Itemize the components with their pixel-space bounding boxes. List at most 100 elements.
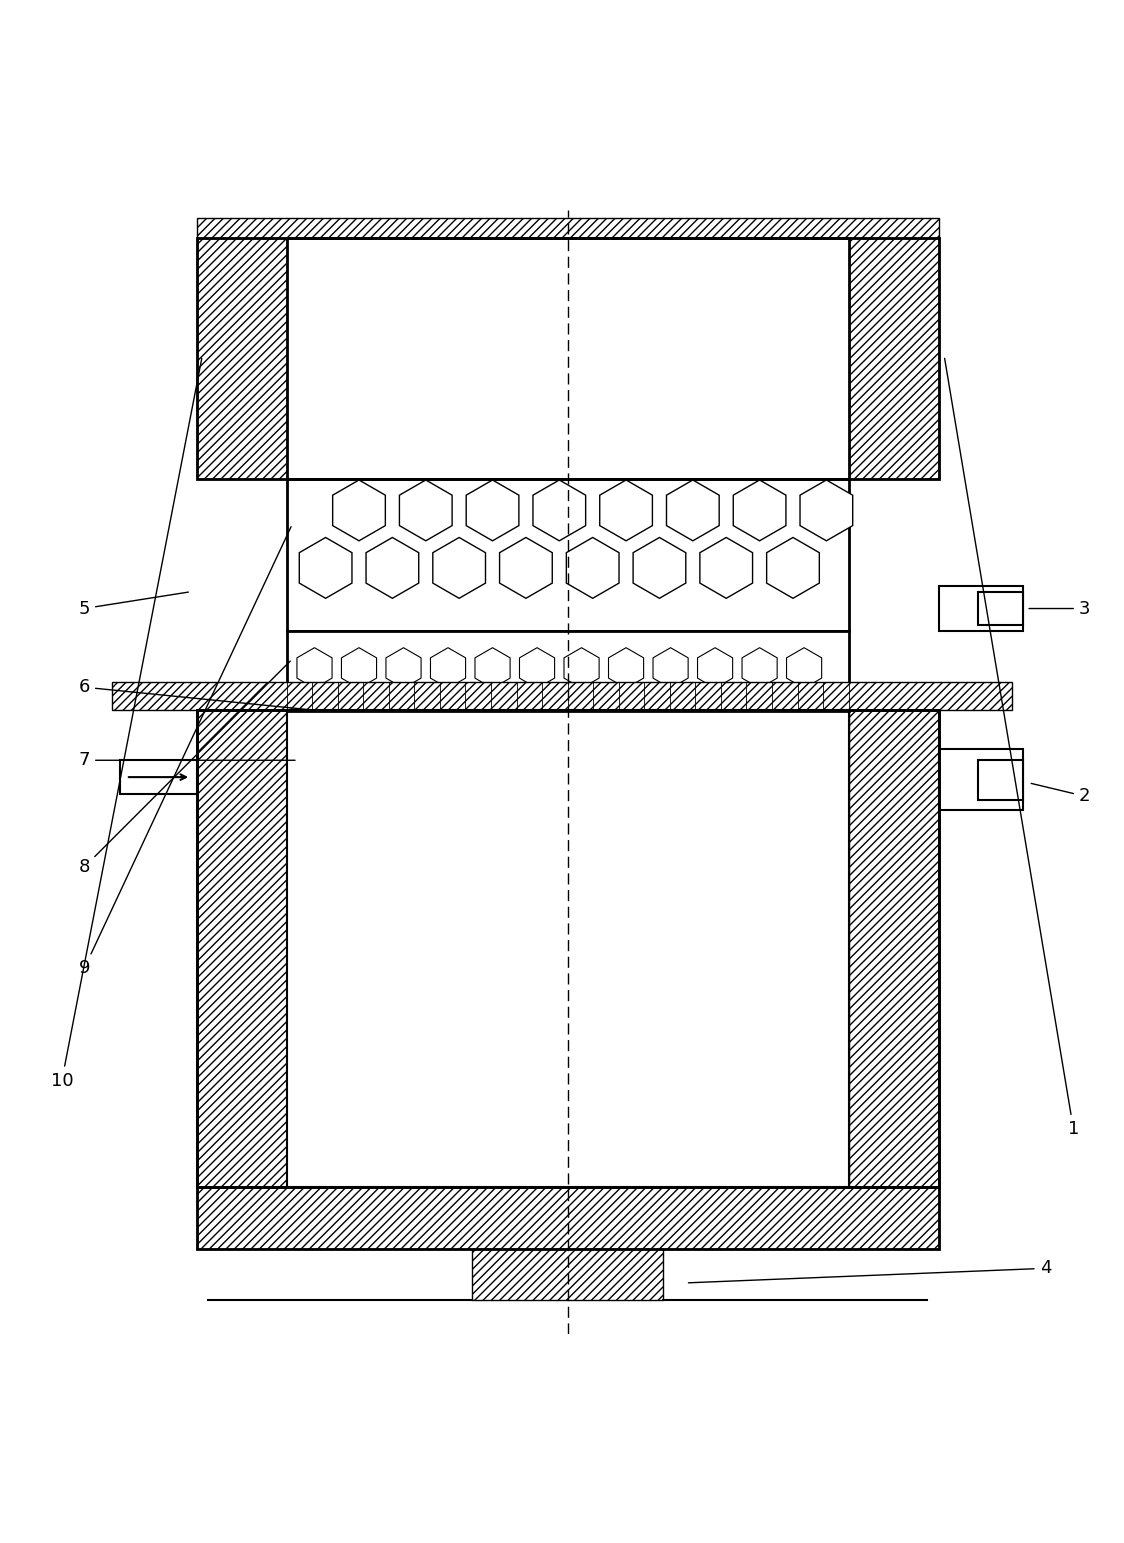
Bar [939, 748, 1023, 810]
Ellipse shape [348, 728, 398, 770]
Ellipse shape [579, 727, 622, 772]
Ellipse shape [806, 1091, 844, 1129]
Ellipse shape [674, 778, 723, 830]
Ellipse shape [694, 727, 735, 772]
Ellipse shape [597, 830, 651, 881]
Text: 2: 2 [1031, 784, 1090, 805]
Ellipse shape [736, 1136, 779, 1179]
Ellipse shape [461, 991, 501, 1032]
Ellipse shape [491, 1043, 538, 1083]
Ellipse shape [551, 1038, 589, 1089]
Ellipse shape [517, 728, 570, 770]
Text: 4: 4 [688, 1259, 1051, 1282]
Ellipse shape [455, 779, 506, 829]
Ellipse shape [409, 1092, 450, 1128]
Ellipse shape [462, 1086, 496, 1134]
Text: 5: 5 [79, 593, 189, 617]
Ellipse shape [786, 1139, 828, 1176]
Bar [702, 710, 849, 1092]
Ellipse shape [623, 782, 665, 826]
Bar [287, 238, 849, 480]
Ellipse shape [361, 1092, 399, 1128]
Text: 1: 1 [944, 358, 1079, 1137]
Text: 9: 9 [79, 526, 291, 977]
Ellipse shape [511, 887, 559, 929]
Ellipse shape [678, 889, 718, 927]
Ellipse shape [565, 782, 614, 826]
Ellipse shape [506, 1091, 551, 1129]
Ellipse shape [341, 1139, 383, 1176]
Bar [849, 238, 939, 480]
Bar [287, 1092, 849, 1182]
Bar [197, 1188, 939, 1250]
Ellipse shape [589, 1137, 629, 1176]
Ellipse shape [546, 730, 592, 775]
Ellipse shape [658, 730, 700, 775]
Ellipse shape [513, 991, 558, 1032]
Bar [287, 710, 849, 778]
Bar [197, 710, 939, 1188]
Ellipse shape [600, 1045, 649, 1083]
Bar [978, 591, 1023, 625]
Bar [197, 710, 939, 1188]
Ellipse shape [660, 934, 697, 986]
Ellipse shape [514, 784, 556, 824]
Bar [287, 710, 433, 1092]
Bar [112, 682, 1012, 710]
Ellipse shape [456, 887, 505, 929]
Ellipse shape [570, 991, 609, 1032]
Ellipse shape [747, 722, 795, 776]
Ellipse shape [622, 986, 667, 1037]
Bar [197, 219, 939, 238]
Bar [433, 710, 702, 1092]
Ellipse shape [492, 727, 538, 778]
Ellipse shape [564, 881, 615, 935]
Ellipse shape [660, 830, 697, 881]
Ellipse shape [755, 1091, 796, 1129]
Ellipse shape [605, 733, 644, 772]
Text: 6: 6 [79, 679, 307, 710]
Bar [197, 1188, 939, 1250]
Ellipse shape [550, 830, 590, 881]
Ellipse shape [439, 1037, 482, 1091]
Ellipse shape [437, 940, 484, 980]
Bar [287, 631, 849, 710]
Ellipse shape [493, 835, 537, 876]
Bar [978, 761, 1023, 799]
Ellipse shape [601, 940, 646, 980]
Ellipse shape [441, 728, 481, 776]
Bar [197, 238, 939, 480]
Ellipse shape [542, 1137, 578, 1176]
Ellipse shape [489, 934, 542, 988]
Bar [287, 480, 849, 631]
Ellipse shape [605, 1086, 650, 1134]
Ellipse shape [634, 727, 680, 772]
Ellipse shape [676, 988, 722, 1035]
Ellipse shape [395, 1134, 428, 1180]
Text: 7: 7 [79, 751, 296, 770]
Ellipse shape [641, 1137, 677, 1176]
Ellipse shape [708, 1092, 744, 1126]
Ellipse shape [438, 1140, 483, 1174]
Ellipse shape [556, 1091, 599, 1128]
Ellipse shape [409, 722, 450, 776]
Bar [197, 238, 287, 480]
Ellipse shape [487, 1139, 534, 1176]
Text: 3: 3 [1028, 600, 1090, 617]
Ellipse shape [620, 881, 668, 935]
Text: 8: 8 [79, 660, 290, 876]
Ellipse shape [461, 728, 511, 768]
Ellipse shape [804, 724, 852, 773]
Ellipse shape [653, 1043, 704, 1085]
Bar [849, 710, 939, 1188]
Bar [120, 761, 197, 795]
Ellipse shape [549, 941, 591, 980]
Ellipse shape [688, 1134, 728, 1180]
Ellipse shape [293, 721, 338, 778]
Ellipse shape [292, 1133, 333, 1182]
Ellipse shape [439, 835, 482, 876]
Bar [939, 586, 1023, 631]
Bar [287, 710, 849, 1188]
Bar [849, 710, 939, 1188]
Bar [197, 710, 287, 1188]
